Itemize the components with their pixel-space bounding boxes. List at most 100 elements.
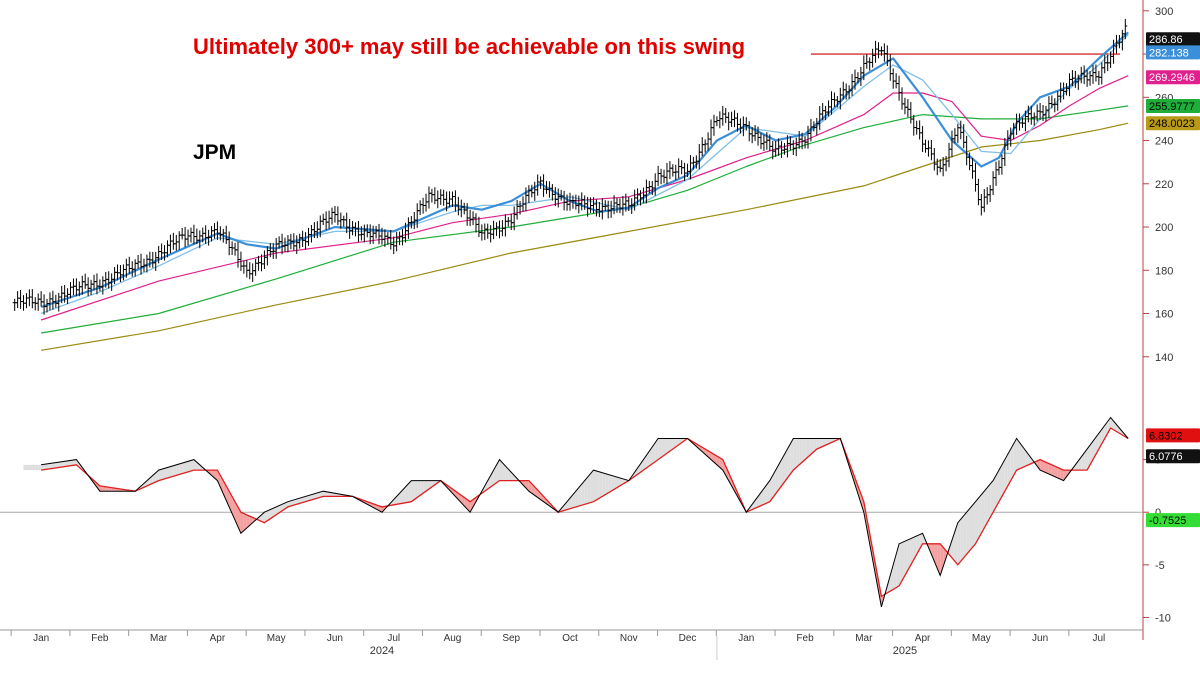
price-bar (618, 198, 622, 213)
price-bar (503, 214, 507, 236)
price-bar (362, 225, 366, 243)
price-bar (401, 229, 405, 245)
oscillator-fill-up (967, 509, 970, 555)
price-bar (871, 49, 875, 68)
price-bar (24, 293, 28, 308)
price-bar (1047, 96, 1051, 118)
price-bar (83, 274, 87, 289)
last-price-label-text: 286.86 (1149, 34, 1183, 46)
price-bar (468, 210, 472, 226)
price-bar (733, 110, 737, 127)
oscillator-fill-up (32, 465, 35, 470)
oscillator-signal-value-label: 6.8302 (1146, 428, 1200, 442)
ma-olive-value-label: 248.0023 (1146, 116, 1200, 130)
price-bar (86, 277, 90, 296)
price-bar (151, 252, 155, 268)
price-bar (251, 263, 255, 282)
price-bar (189, 228, 193, 243)
price-bar (553, 187, 557, 206)
price-bar (236, 242, 240, 268)
price-bar (847, 85, 851, 99)
price-bar (51, 291, 55, 310)
price-bar (98, 279, 102, 291)
oscillator-fill-up (602, 473, 605, 497)
price-tick-label: 220 (1155, 179, 1173, 191)
price-bar (906, 99, 910, 117)
price-bar (950, 131, 954, 158)
price-bar (330, 208, 334, 225)
price-bar (424, 194, 428, 212)
price-bar (1000, 155, 1004, 175)
oscillator-difference-value-label-text: -0.7525 (1149, 515, 1186, 527)
price-bar (1100, 62, 1104, 84)
oscillator-fill-up (611, 475, 614, 491)
oscillator-fill-up (961, 516, 964, 562)
price-bar (309, 225, 313, 243)
oscillator-fill-up (179, 463, 182, 474)
price-bar (215, 221, 219, 240)
price-bar (877, 42, 881, 58)
price-bar (874, 41, 878, 63)
price-bar (430, 189, 434, 203)
month-tick-label: Feb (796, 633, 814, 644)
price-bar (324, 211, 328, 230)
price-bar (107, 271, 111, 288)
price-bar (389, 230, 393, 250)
oscillator-fill-up (188, 460, 191, 471)
ma-green-line (41, 106, 1128, 333)
price-bar (882, 43, 886, 61)
price-bar (709, 119, 713, 145)
price-bar (39, 291, 43, 306)
price-bar (174, 235, 178, 251)
price-bar (794, 138, 798, 157)
axes-group: 140160180200220240260280300-10-505JanFeb… (0, 0, 1173, 660)
price-bar (459, 200, 463, 218)
price-tick-label: 160 (1155, 309, 1173, 321)
price-bar (406, 217, 410, 239)
oscillator-fill-up (984, 488, 987, 528)
price-bar (762, 135, 766, 151)
price-bar (486, 224, 490, 239)
month-tick-label: May (267, 633, 286, 644)
price-bar (180, 228, 184, 239)
oscillator-fill-up (596, 471, 599, 500)
oscillator-fill-up (159, 469, 162, 480)
price-bar (703, 139, 707, 152)
price-bar (912, 115, 916, 136)
price-bar (139, 254, 143, 275)
oscillator-value-label: 6.0776 (1146, 449, 1200, 463)
price-tick-label: 140 (1155, 352, 1173, 364)
price-bar (956, 124, 960, 143)
year-label: 2024 (370, 645, 394, 657)
price-bar (891, 68, 895, 88)
month-tick-label: Aug (444, 633, 462, 644)
price-bar (903, 98, 907, 114)
oscillator-tick-label: -10 (1155, 612, 1171, 624)
oscillator-fill-up (585, 477, 588, 504)
price-bar (483, 223, 487, 240)
price-bar (30, 289, 34, 308)
price-bar (985, 187, 989, 204)
ma-green-value-label-text: 255.9777 (1149, 101, 1195, 113)
price-bar (48, 292, 52, 310)
price-bar (418, 200, 422, 215)
price-bar (868, 57, 872, 70)
price-bar (921, 126, 925, 152)
ma-light-line (41, 35, 1128, 314)
price-bar (262, 250, 266, 269)
oscillator-fill-up (796, 439, 799, 468)
price-bar (192, 225, 196, 245)
oscillator-fill-up (170, 466, 173, 477)
price-bar (979, 194, 983, 216)
price-bar (677, 158, 681, 178)
price-bar (909, 102, 913, 123)
price-bar (27, 289, 31, 306)
price-bar (374, 226, 378, 239)
price-bar (727, 112, 731, 130)
oscillator-fill-up (608, 474, 611, 492)
price-tick-label: 180 (1155, 265, 1173, 277)
price-bar (918, 120, 922, 139)
price-bar (894, 73, 898, 88)
month-tick-label: Oct (562, 633, 578, 644)
